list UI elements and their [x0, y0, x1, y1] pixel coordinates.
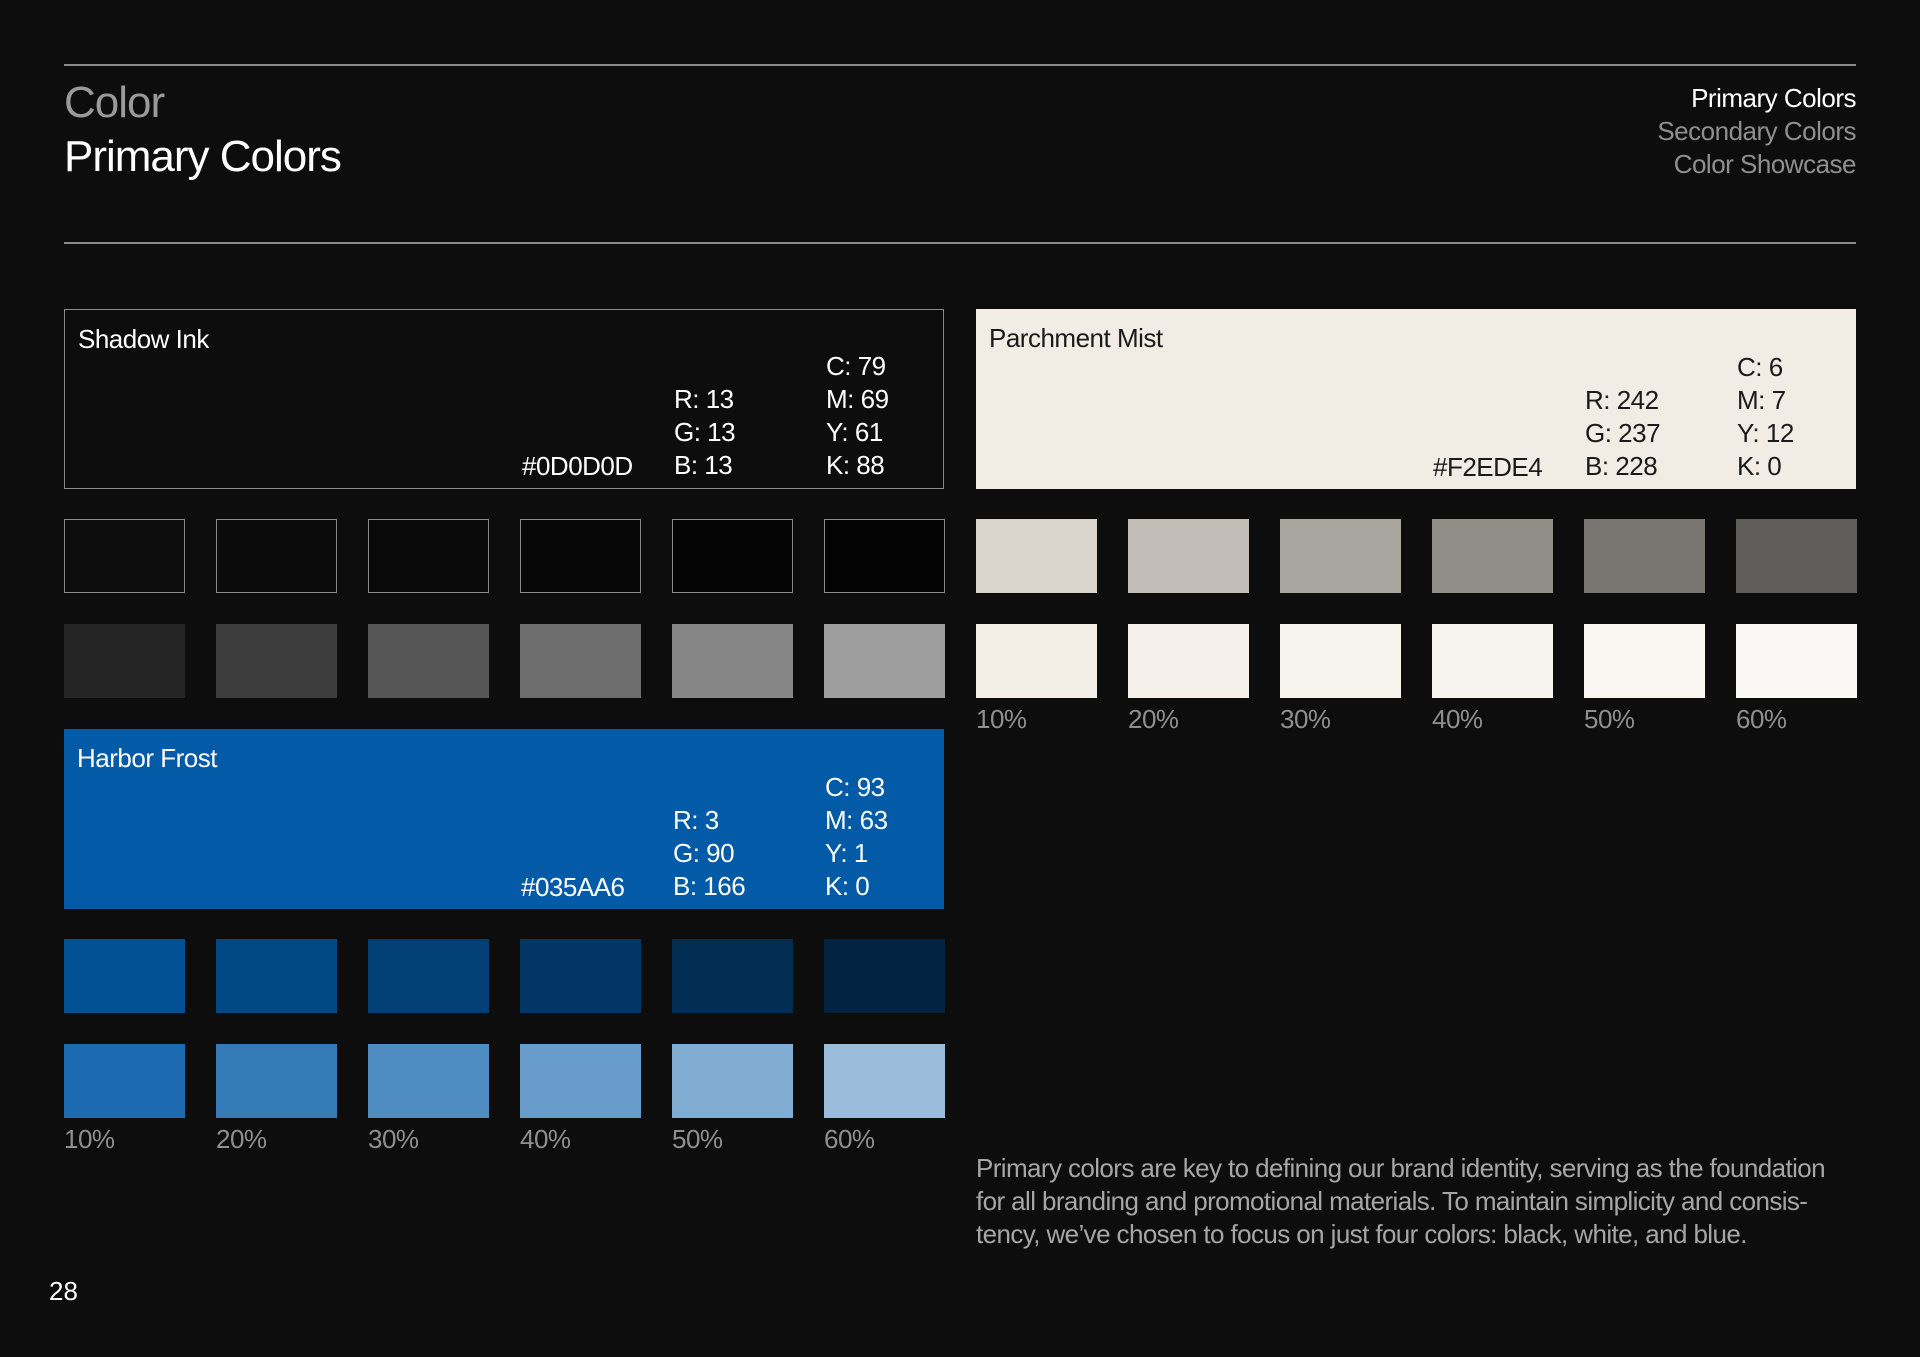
harbor-frost-shade-swatch-3 [368, 939, 489, 1013]
harbor-frost-percent-label: 30% [368, 1124, 419, 1154]
harbor-frost-tint-swatch-6 [824, 1044, 945, 1118]
cmyk-m: M: 7 [1737, 385, 1786, 415]
rgb-r: R: 13 [674, 384, 734, 414]
shadow-ink-tint-swatch-6 [824, 624, 945, 698]
header-divider [64, 242, 1856, 244]
parchment-mist-percent-label: 30% [1280, 704, 1331, 734]
cmyk-c: C: 6 [1737, 352, 1783, 382]
parchment-mist-tint-swatch-1 [976, 624, 1097, 698]
cmyk-m: M: 69 [826, 384, 889, 414]
harbor-frost-shade-swatch-4 [520, 939, 641, 1013]
harbor-frost-tint-swatch-5 [672, 1044, 793, 1118]
parchment-mist-tint-swatch-4 [1432, 624, 1553, 698]
parchment-mist-shade-swatch-6 [1736, 519, 1857, 593]
cmyk-y: Y: 61 [826, 417, 883, 447]
parchment-mist-tint-swatch-2 [1128, 624, 1249, 698]
harbor-frost-percent-label: 40% [520, 1124, 571, 1154]
parchment-mist-tint-swatch-3 [1280, 624, 1401, 698]
rgb-b: B: 13 [674, 450, 733, 480]
shadow-ink-shade-swatch-5 [672, 519, 793, 593]
nav-secondary-colors[interactable]: Secondary Colors [1657, 116, 1856, 146]
section-label: Color [64, 78, 165, 127]
rgb-b: B: 166 [673, 871, 746, 901]
cmyk-y: Y: 12 [1737, 418, 1794, 448]
color-hex: #F2EDE4 [1433, 452, 1543, 482]
harbor-frost-tint-swatch-2 [216, 1044, 337, 1118]
cmyk-y: Y: 1 [825, 838, 868, 868]
cmyk-k: K: 0 [1737, 451, 1782, 481]
harbor-frost-percent-label: 10% [64, 1124, 115, 1154]
color-name: Shadow Ink [78, 324, 209, 354]
shadow-ink-tint-swatch-2 [216, 624, 337, 698]
parchment-mist-percent-label: 50% [1584, 704, 1635, 734]
color-cmyk: C: 79 M: 69 Y: 61 K: 88 [826, 350, 889, 482]
shadow-ink-shade-swatch-4 [520, 519, 641, 593]
parchment-mist-percent-label: 20% [1128, 704, 1179, 734]
cmyk-k: K: 88 [826, 450, 885, 480]
harbor-frost-shade-swatch-2 [216, 939, 337, 1013]
rgb-b: B: 228 [1585, 451, 1658, 481]
parchment-mist-tint-swatch-6 [1736, 624, 1857, 698]
color-hex: #035AA6 [521, 872, 625, 902]
color-card-shadow-ink: Shadow Ink #0D0D0D R: 13 G: 13 B: 13 C: … [64, 309, 944, 489]
parchment-mist-tint-swatch-5 [1584, 624, 1705, 698]
harbor-frost-shade-swatch-5 [672, 939, 793, 1013]
color-name: Parchment Mist [989, 323, 1163, 353]
parchment-mist-percent-label: 60% [1736, 704, 1787, 734]
color-rgb: R: 3 G: 90 B: 166 [673, 804, 746, 903]
rgb-g: G: 90 [673, 838, 735, 868]
rgb-g: G: 13 [674, 417, 736, 447]
cmyk-k: K: 0 [825, 871, 870, 901]
harbor-frost-percent-label: 20% [216, 1124, 267, 1154]
harbor-frost-tint-swatch-1 [64, 1044, 185, 1118]
color-card-harbor-frost: Harbor Frost #035AA6 R: 3 G: 90 B: 166 C… [64, 729, 944, 909]
color-card-parchment-mist: Parchment Mist #F2EDE4 R: 242 G: 237 B: … [976, 309, 1856, 489]
shadow-ink-shade-swatch-1 [64, 519, 185, 593]
color-rgb: R: 13 G: 13 B: 13 [674, 383, 736, 482]
page-number: 28 [49, 1276, 78, 1306]
harbor-frost-tint-swatch-3 [368, 1044, 489, 1118]
color-cmyk: C: 6 M: 7 Y: 12 K: 0 [1737, 351, 1794, 483]
page-title: Primary Colors [64, 132, 342, 181]
parchment-mist-shade-swatch-4 [1432, 519, 1553, 593]
description-text: Primary colors are key to defining our b… [976, 1153, 1826, 1249]
cmyk-m: M: 63 [825, 805, 888, 835]
cmyk-c: C: 79 [826, 351, 886, 381]
harbor-frost-tint-swatch-4 [520, 1044, 641, 1118]
parchment-mist-shade-swatch-5 [1584, 519, 1705, 593]
rgb-r: R: 3 [673, 805, 719, 835]
nav-color-showcase[interactable]: Color Showcase [1673, 149, 1857, 179]
shadow-ink-tint-swatch-4 [520, 624, 641, 698]
nav-primary-colors[interactable]: Primary Colors [1691, 83, 1856, 113]
harbor-frost-percent-label: 50% [672, 1124, 723, 1154]
section-nav: Primary Colors Secondary Colors Color Sh… [1657, 82, 1856, 181]
parchment-mist-shade-swatch-3 [1280, 519, 1401, 593]
harbor-frost-percent-label: 60% [824, 1124, 875, 1154]
cmyk-c: C: 93 [825, 772, 885, 802]
color-hex: #0D0D0D [522, 451, 633, 481]
parchment-mist-percent-label: 40% [1432, 704, 1483, 734]
shadow-ink-tint-swatch-5 [672, 624, 793, 698]
top-divider [64, 64, 1856, 66]
rgb-r: R: 242 [1585, 385, 1659, 415]
harbor-frost-shade-swatch-1 [64, 939, 185, 1013]
shadow-ink-tint-swatch-3 [368, 624, 489, 698]
color-rgb: R: 242 G: 237 B: 228 [1585, 384, 1661, 483]
shadow-ink-shade-swatch-2 [216, 519, 337, 593]
parchment-mist-shade-swatch-2 [1128, 519, 1249, 593]
rgb-g: G: 237 [1585, 418, 1661, 448]
shadow-ink-shade-swatch-3 [368, 519, 489, 593]
parchment-mist-percent-label: 10% [976, 704, 1027, 734]
color-name: Harbor Frost [77, 743, 217, 773]
color-cmyk: C: 93 M: 63 Y: 1 K: 0 [825, 771, 888, 903]
parchment-mist-shade-swatch-1 [976, 519, 1097, 593]
shadow-ink-tint-swatch-1 [64, 624, 185, 698]
harbor-frost-shade-swatch-6 [824, 939, 945, 1013]
shadow-ink-shade-swatch-6 [824, 519, 945, 593]
